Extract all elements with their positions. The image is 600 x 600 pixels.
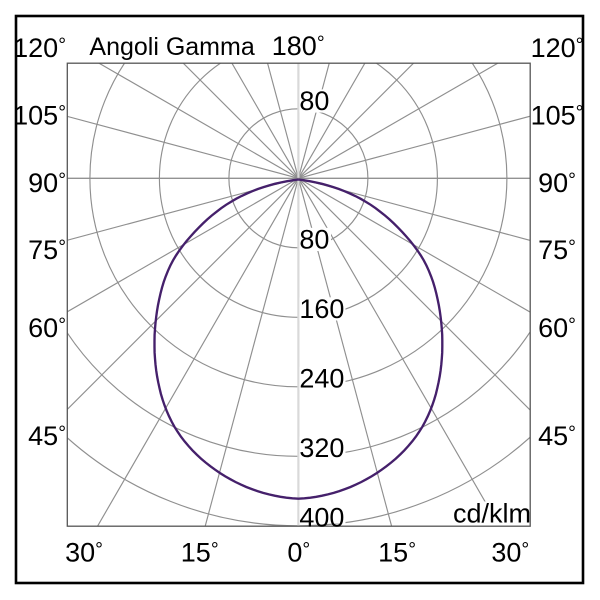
svg-text:0°: 0° bbox=[287, 538, 310, 568]
svg-text:180°: 180° bbox=[272, 31, 325, 61]
svg-text:30°: 30° bbox=[65, 538, 103, 568]
svg-text:80: 80 bbox=[299, 225, 329, 255]
svg-text:cd/klm: cd/klm bbox=[453, 499, 531, 529]
svg-text:120°: 120° bbox=[531, 33, 584, 63]
svg-text:90°: 90° bbox=[538, 168, 576, 198]
svg-text:80: 80 bbox=[299, 86, 329, 116]
svg-text:Angoli Gamma: Angoli Gamma bbox=[89, 33, 254, 61]
svg-text:160: 160 bbox=[299, 294, 344, 324]
svg-text:105°: 105° bbox=[13, 101, 66, 131]
svg-text:240: 240 bbox=[299, 364, 344, 394]
svg-text:120°: 120° bbox=[13, 33, 66, 63]
svg-text:30°: 30° bbox=[491, 538, 529, 568]
svg-text:320: 320 bbox=[299, 433, 344, 463]
svg-text:105°: 105° bbox=[531, 101, 584, 131]
svg-text:400: 400 bbox=[299, 503, 344, 533]
